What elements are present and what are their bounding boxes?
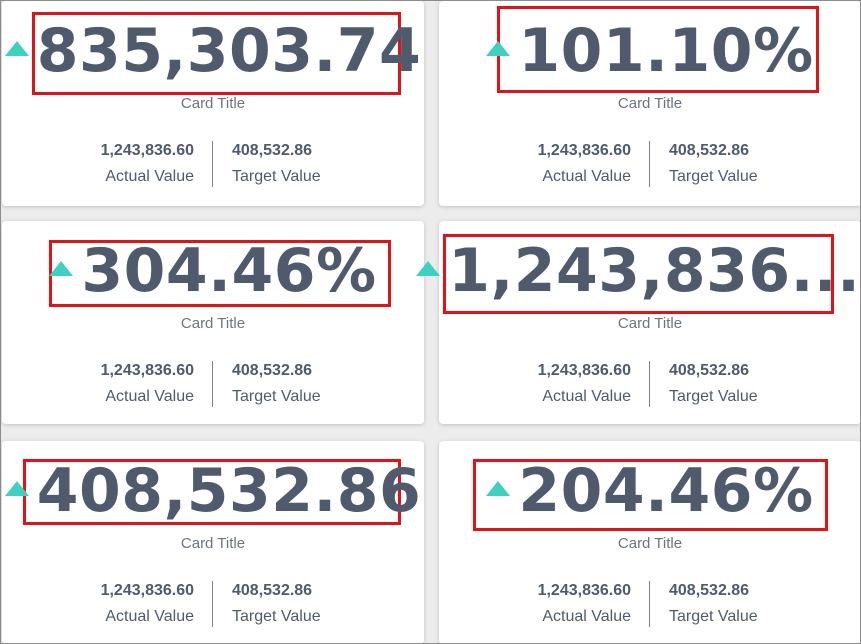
card-title: Card Title [180,95,246,112]
target-stat: 408,532.86 Target Value [650,581,850,627]
triangle-up-icon [49,260,74,276]
target-value: 408,532.86 [232,362,313,379]
triangle-up-icon [486,480,511,496]
card-title: Card Title [617,95,683,112]
target-label: Target Value [669,388,758,405]
target-value: 408,532.86 [669,142,750,159]
kpi-value: 101.10% [518,16,814,86]
kpi-value-row: 101.10% [439,15,860,87]
kpi-stats: 1,243,836.60 Actual Value 408,532.86 Tar… [439,361,860,407]
actual-value: 1,243,836.60 [537,362,631,379]
kpi-value-row: 408,532.86 [2,455,424,527]
triangle-up-icon [486,40,511,56]
triangle-up-icon [4,480,29,496]
kpi-stats: 1,243,836.60 Actual Value 408,532.86 Tar… [439,581,860,627]
actual-stat: 1,243,836.60 Actual Value [13,141,213,187]
kpi-value-row: 304.46% [2,235,424,307]
target-label: Target Value [669,168,758,185]
card-title: Card Title [617,535,683,552]
actual-value: 1,243,836.60 [100,582,194,599]
target-stat: 408,532.86 Target Value [213,141,413,187]
target-value: 408,532.86 [669,362,750,379]
kpi-stats: 1,243,836.60 Actual Value 408,532.86 Tar… [2,581,424,627]
target-label: Target Value [232,388,321,405]
value-highlight-box [443,234,834,314]
actual-stat: 1,243,836.60 Actual Value [13,581,213,627]
actual-stat: 1,243,836.60 Actual Value [450,361,650,407]
triangle-up-icon [416,260,441,276]
kpi-stats: 1,243,836.60 Actual Value 408,532.86 Tar… [2,361,424,407]
target-stat: 408,532.86 Target Value [213,361,413,407]
actual-value: 1,243,836.60 [100,142,194,159]
target-label: Target Value [232,168,321,185]
triangle-up-icon [4,40,29,56]
kpi-stats: 1,243,836.60 Actual Value 408,532.86 Tar… [439,141,860,187]
actual-value: 1,243,836.60 [537,142,631,159]
kpi-card[interactable]: 101.10% Card Title 1,243,836.60 Actual V… [439,1,860,206]
target-value: 408,532.86 [232,142,313,159]
target-value: 408,532.86 [232,582,313,599]
target-value: 408,532.86 [669,582,750,599]
target-stat: 408,532.86 Target Value [650,141,850,187]
kpi-value: 204.46% [518,456,814,526]
kpi-card[interactable]: 204.46% Card Title 1,243,836.60 Actual V… [439,441,860,643]
target-stat: 408,532.86 Target Value [213,581,413,627]
kpi-stats: 1,243,836.60 Actual Value 408,532.86 Tar… [2,141,424,187]
value-highlight-box [473,459,828,531]
value-highlight-box [32,12,401,95]
target-label: Target Value [232,608,321,625]
actual-label: Actual Value [542,168,631,185]
kpi-value: 835,303.74 [36,16,422,86]
kpi-value: 1,243,836.... [448,236,861,306]
target-stat: 408,532.86 Target Value [650,361,850,407]
kpi-card[interactable]: 1,243,836.... Card Title 1,243,836.60 Ac… [416,221,861,424]
kpi-value: 304.46% [81,236,377,306]
kpi-value-row: 835,303.74 [2,15,424,87]
card-title: Card Title [180,535,246,552]
kpi-card[interactable]: 304.46% Card Title 1,243,836.60 Actual V… [2,221,424,424]
kpi-value-row: 204.46% [439,455,860,527]
kpi-card[interactable]: 835,303.74 Card Title 1,243,836.60 Actua… [2,1,424,206]
actual-label: Actual Value [105,168,194,185]
actual-value: 1,243,836.60 [100,362,194,379]
actual-stat: 1,243,836.60 Actual Value [450,581,650,627]
kpi-card[interactable]: 408,532.86 Card Title 1,243,836.60 Actua… [2,441,424,643]
card-title: Card Title [180,315,246,332]
actual-label: Actual Value [542,388,631,405]
actual-label: Actual Value [542,608,631,625]
actual-stat: 1,243,836.60 Actual Value [13,361,213,407]
actual-value: 1,243,836.60 [537,582,631,599]
kpi-value: 408,532.86 [36,456,422,526]
target-label: Target Value [669,608,758,625]
kpi-value-row: 1,243,836.... [416,235,861,307]
actual-label: Actual Value [105,608,194,625]
actual-stat: 1,243,836.60 Actual Value [450,141,650,187]
card-title: Card Title [617,315,683,332]
actual-label: Actual Value [105,388,194,405]
